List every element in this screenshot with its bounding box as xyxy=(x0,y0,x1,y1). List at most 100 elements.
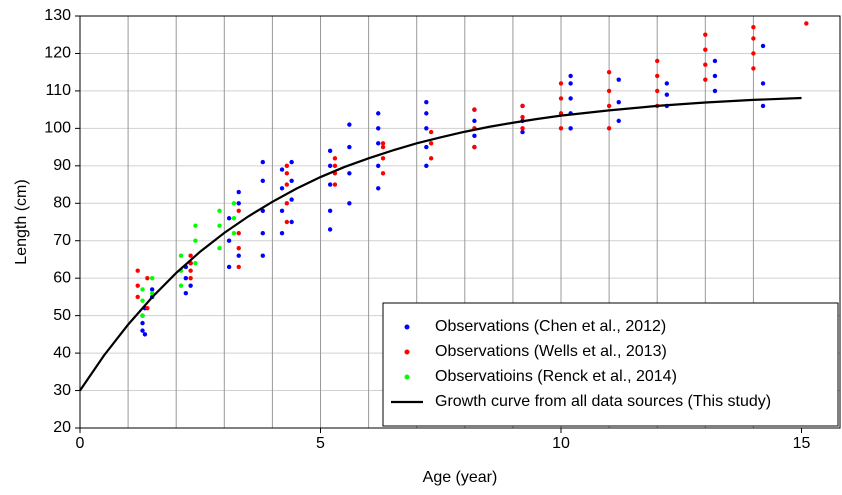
data-point xyxy=(135,283,140,288)
y-tick-label: 60 xyxy=(53,269,71,286)
y-tick-label: 20 xyxy=(53,419,71,436)
data-point xyxy=(568,73,573,79)
data-point xyxy=(260,231,265,236)
data-point xyxy=(751,51,756,56)
data-point xyxy=(188,283,193,288)
data-point xyxy=(145,275,150,281)
data-point xyxy=(606,88,612,94)
data-point xyxy=(428,129,434,135)
y-tick-label: 110 xyxy=(45,82,71,99)
plot-frame xyxy=(79,15,841,429)
data-point xyxy=(178,253,184,258)
data-point xyxy=(760,81,766,86)
data-point xyxy=(424,126,429,131)
y-tick-label: 100 xyxy=(44,120,71,137)
data-point xyxy=(145,305,150,311)
data-point xyxy=(332,182,338,187)
data-point xyxy=(804,21,809,26)
data-point xyxy=(472,133,477,139)
legend-label: Observatioins (Renck et al., 2014) xyxy=(435,368,677,385)
data-point xyxy=(260,208,265,213)
data-point xyxy=(347,171,352,176)
data-point xyxy=(279,167,285,172)
data-point xyxy=(231,216,237,221)
legend-box xyxy=(382,302,839,427)
data-point xyxy=(376,111,381,116)
data-point xyxy=(183,275,189,281)
data-point xyxy=(424,111,429,116)
data-point xyxy=(568,96,573,101)
data-point xyxy=(376,186,381,191)
data-point xyxy=(149,287,155,292)
data-point xyxy=(226,216,232,221)
data-point xyxy=(279,231,285,236)
data-point xyxy=(140,298,145,303)
data-point xyxy=(568,126,573,131)
legend-marker xyxy=(404,324,410,330)
data-point xyxy=(236,253,241,258)
data-point xyxy=(188,253,193,258)
data-point xyxy=(260,178,265,183)
data-point xyxy=(616,99,621,105)
data-point xyxy=(703,62,708,67)
data-point xyxy=(606,103,612,109)
data-point xyxy=(135,294,140,300)
data-point xyxy=(376,163,381,169)
data-point xyxy=(183,290,189,296)
data-point xyxy=(284,171,290,176)
x-tick-label: 0 xyxy=(76,435,85,452)
data-point xyxy=(188,275,193,281)
data-point xyxy=(284,182,290,187)
data-point xyxy=(347,201,352,206)
y-tick-label: 30 xyxy=(53,382,71,399)
data-point xyxy=(712,73,718,79)
data-point xyxy=(380,144,386,150)
data-point xyxy=(712,88,718,94)
y-axis-label: Length (cm) xyxy=(13,179,30,264)
data-point xyxy=(703,32,708,37)
data-point xyxy=(606,69,612,75)
data-point xyxy=(712,58,718,64)
data-point xyxy=(332,163,338,169)
data-point xyxy=(284,219,290,225)
data-point xyxy=(380,141,386,146)
legend-label: Growth curve from all data sources (This… xyxy=(435,393,771,410)
data-point xyxy=(327,208,333,213)
data-point xyxy=(140,320,145,326)
data-point xyxy=(327,227,333,232)
data-point xyxy=(380,156,386,161)
data-point xyxy=(520,103,525,109)
legend-marker xyxy=(404,349,410,355)
data-point xyxy=(140,328,145,333)
data-point xyxy=(703,47,708,52)
data-point xyxy=(655,58,660,64)
data-point xyxy=(226,238,232,243)
data-point xyxy=(236,201,241,206)
data-point xyxy=(520,126,525,131)
data-point xyxy=(236,264,241,270)
data-point xyxy=(231,231,237,236)
data-point xyxy=(376,126,381,131)
y-tick-label: 130 xyxy=(44,7,71,24)
data-point xyxy=(424,144,429,150)
data-point xyxy=(217,246,222,251)
x-tick-label: 5 xyxy=(316,435,325,452)
data-point xyxy=(193,223,198,228)
data-point xyxy=(380,171,386,176)
data-point xyxy=(327,182,333,187)
legend-label: Observations (Chen et al., 2012) xyxy=(435,318,666,335)
data-point xyxy=(751,66,756,71)
y-tick-label: 50 xyxy=(53,307,71,324)
data-point xyxy=(149,275,155,281)
data-point xyxy=(568,81,573,86)
data-point xyxy=(289,197,294,202)
data-point xyxy=(226,264,232,270)
data-point xyxy=(520,129,525,135)
data-point xyxy=(289,219,294,225)
data-point xyxy=(260,253,265,258)
data-point xyxy=(664,81,670,86)
data-point xyxy=(178,283,184,288)
data-point xyxy=(606,126,612,131)
data-point xyxy=(760,103,766,109)
